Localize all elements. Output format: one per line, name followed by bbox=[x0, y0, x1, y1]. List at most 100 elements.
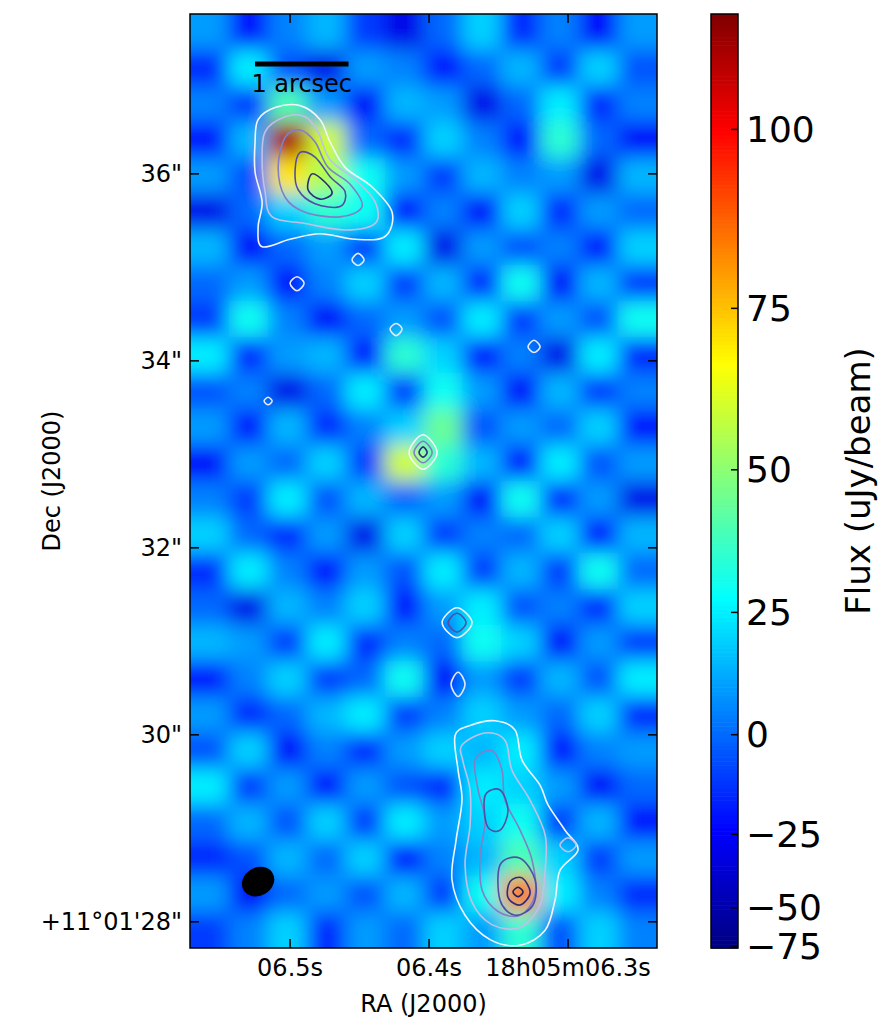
cell bbox=[579, 86, 618, 122]
colorbar-segment bbox=[711, 905, 738, 909]
colorbar-segment bbox=[711, 216, 738, 220]
colorbar-segment bbox=[711, 380, 738, 384]
colorbar-segment bbox=[711, 442, 738, 446]
colorbar-segment bbox=[711, 676, 738, 680]
colorbar-segment bbox=[711, 781, 738, 785]
cell bbox=[501, 481, 540, 517]
x-tick-label: 06.5s bbox=[257, 954, 323, 982]
cell bbox=[190, 50, 229, 86]
colorbar-tick-label: −50 bbox=[746, 887, 822, 928]
colorbar-segment bbox=[711, 625, 738, 629]
cell bbox=[462, 265, 501, 301]
cell bbox=[346, 625, 385, 661]
cell bbox=[346, 768, 385, 804]
colorbar-segment bbox=[711, 76, 738, 80]
colorbar-segment bbox=[711, 633, 738, 637]
cell bbox=[229, 301, 268, 337]
colorbar-segment bbox=[711, 757, 738, 761]
colorbar-segment bbox=[711, 360, 738, 364]
colorbar-segment bbox=[711, 808, 738, 812]
cell bbox=[579, 14, 618, 50]
cell bbox=[501, 373, 540, 409]
cell bbox=[385, 697, 424, 733]
cell bbox=[268, 661, 307, 697]
cell bbox=[462, 158, 501, 194]
cell bbox=[268, 625, 307, 661]
cell bbox=[268, 194, 307, 230]
cell bbox=[268, 840, 307, 876]
colorbar-segment bbox=[711, 535, 738, 539]
cell bbox=[190, 86, 229, 122]
colorbar-segment bbox=[711, 738, 738, 742]
colorbar-segment bbox=[711, 177, 738, 181]
cell bbox=[462, 732, 501, 768]
y-tick bbox=[648, 734, 657, 736]
colorbar-segment bbox=[711, 419, 738, 423]
cell bbox=[618, 50, 657, 86]
cell bbox=[501, 337, 540, 373]
heatmap bbox=[190, 14, 657, 948]
colorbar-segment bbox=[711, 497, 738, 501]
colorbar-segment bbox=[711, 302, 738, 306]
x-axis-title: RA (J2000) bbox=[360, 990, 487, 1018]
cell bbox=[190, 265, 229, 301]
colorbar-segment bbox=[711, 489, 738, 493]
cell bbox=[346, 14, 385, 50]
cell bbox=[618, 194, 657, 230]
cell bbox=[540, 625, 579, 661]
colorbar-segment bbox=[711, 84, 738, 88]
colorbar-segment bbox=[711, 913, 738, 917]
colorbar-segment bbox=[711, 890, 738, 894]
cell bbox=[501, 445, 540, 481]
colorbar-segment bbox=[711, 707, 738, 711]
cell bbox=[618, 445, 657, 481]
cell bbox=[501, 194, 540, 230]
colorbar-segment bbox=[711, 586, 738, 590]
y-tick-label: 30" bbox=[140, 721, 182, 749]
colorbar-segment bbox=[711, 236, 738, 240]
colorbar-segment bbox=[711, 785, 738, 789]
colorbar-segment bbox=[711, 874, 738, 878]
cell bbox=[229, 553, 268, 589]
colorbar-segment bbox=[711, 376, 738, 380]
colorbar-segment bbox=[711, 259, 738, 263]
colorbar-frame bbox=[711, 14, 738, 948]
cell bbox=[385, 481, 424, 517]
cell bbox=[501, 230, 540, 266]
cell bbox=[540, 122, 579, 158]
colorbar-segment bbox=[711, 96, 738, 100]
cell bbox=[346, 912, 385, 948]
colorbar-segment bbox=[711, 516, 738, 520]
colorbar-segment bbox=[711, 722, 738, 726]
plot-frame bbox=[190, 14, 657, 948]
colorbar-segment bbox=[711, 816, 738, 820]
contour bbox=[451, 672, 465, 696]
cell bbox=[462, 14, 501, 50]
cell bbox=[501, 732, 540, 768]
colorbar-segment bbox=[711, 894, 738, 898]
colorbar-segment bbox=[711, 465, 738, 469]
colorbar-segment bbox=[711, 788, 738, 792]
colorbar-segment bbox=[711, 746, 738, 750]
cell bbox=[462, 589, 501, 625]
cell bbox=[385, 876, 424, 912]
cell bbox=[424, 50, 463, 86]
contour bbox=[414, 441, 432, 463]
cell bbox=[579, 912, 618, 948]
cell bbox=[385, 373, 424, 409]
colorbar-tick-label: 75 bbox=[746, 288, 792, 329]
cell bbox=[307, 445, 346, 481]
cell bbox=[229, 732, 268, 768]
colorbar-segment bbox=[711, 777, 738, 781]
cell bbox=[307, 301, 346, 337]
cell bbox=[462, 86, 501, 122]
colorbar-tick bbox=[731, 612, 738, 614]
cell bbox=[462, 445, 501, 481]
colorbar-segment bbox=[711, 310, 738, 314]
cell bbox=[346, 840, 385, 876]
colorbar-segment bbox=[711, 41, 738, 45]
colorbar-segment bbox=[711, 656, 738, 660]
colorbar-segment bbox=[711, 423, 738, 427]
contour bbox=[419, 447, 427, 457]
colorbar-segment bbox=[711, 843, 738, 847]
